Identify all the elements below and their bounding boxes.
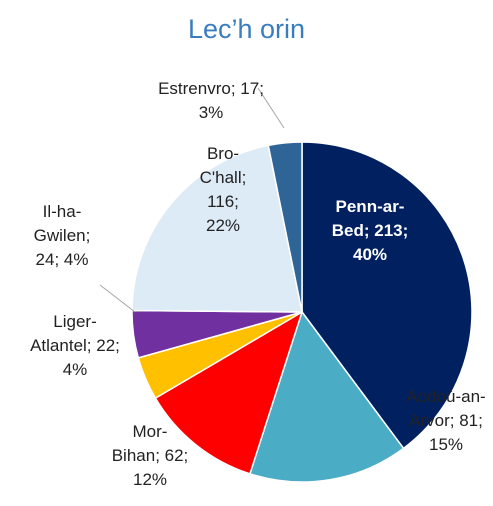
category-name: Penn-ar-Bed [331,197,405,240]
value-label: 62; 12% [132,446,189,489]
value-label: 213; 40% [352,221,409,264]
category-name: Il-ha-Gwilen [33,202,86,245]
category-name: Mor-Bihan [111,422,168,465]
value-label: 24; 4% [35,250,89,269]
label-separator: ; [155,446,165,465]
category-name: Aodoù-an-Arvor [406,387,486,430]
category-name: Bro-C'hall [199,144,242,187]
data-label: Estrenvro; 17; 3% [158,77,264,125]
data-label: Aodoù-an-Arvor; 81; 15% [405,385,487,457]
label-separator: ; [449,411,460,430]
category-name: Liger-Atlantel [30,312,97,355]
value-label: 17; 3% [198,79,264,122]
pie-slice [267,141,303,313]
data-label: Mor-Bihan; 62; 12% [110,420,190,492]
label-separator: ; [230,79,241,98]
value-label: 81; 15% [428,411,483,454]
label-separator: ; [241,168,247,187]
data-label: Penn-ar-Bed; 213; 40% [325,195,415,267]
leader-line [257,87,285,129]
label-separator: ; [86,336,97,355]
pie-slice [131,144,303,313]
pie-slice [301,141,473,450]
data-label: Il-ha-Gwilen; 24; 4% [22,200,102,272]
pie-slice [154,310,304,475]
leader-line [99,284,136,313]
label-separator: ; [363,221,375,240]
value-label: 22; 4% [62,336,120,379]
data-label: Bro-C'hall; 116; 22% [192,142,254,238]
value-label: 116; 22% [205,192,241,235]
label-separator: ; [85,226,91,245]
category-name: Estrenvro [158,79,231,98]
data-label: Liger-Atlantel; 22; 4% [28,310,122,382]
chart-title: Lec’h orin [187,14,306,44]
